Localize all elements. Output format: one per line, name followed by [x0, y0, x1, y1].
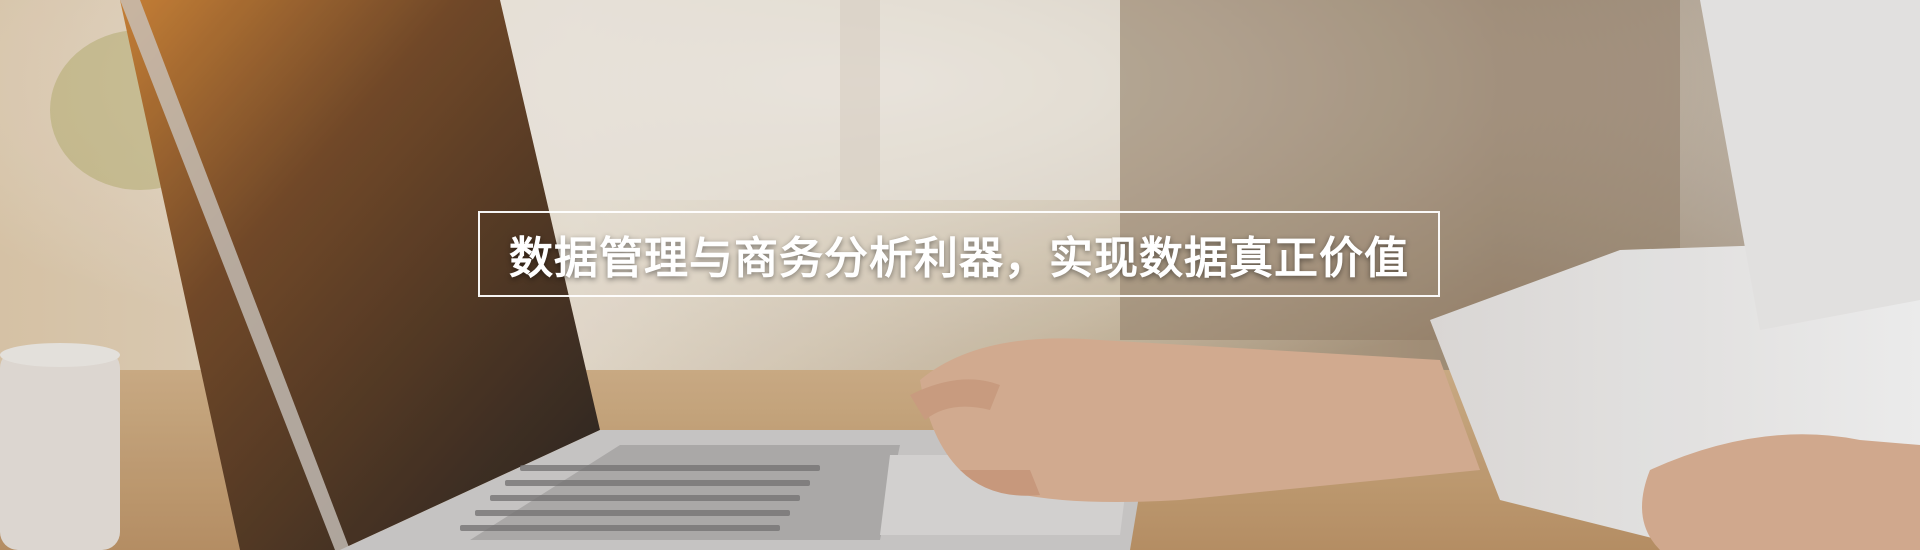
headline-frame: 数据管理与商务分析利器，实现数据真正价值 [478, 211, 1440, 297]
headline-text: 数据管理与商务分析利器，实现数据真正价值 [509, 233, 1409, 284]
